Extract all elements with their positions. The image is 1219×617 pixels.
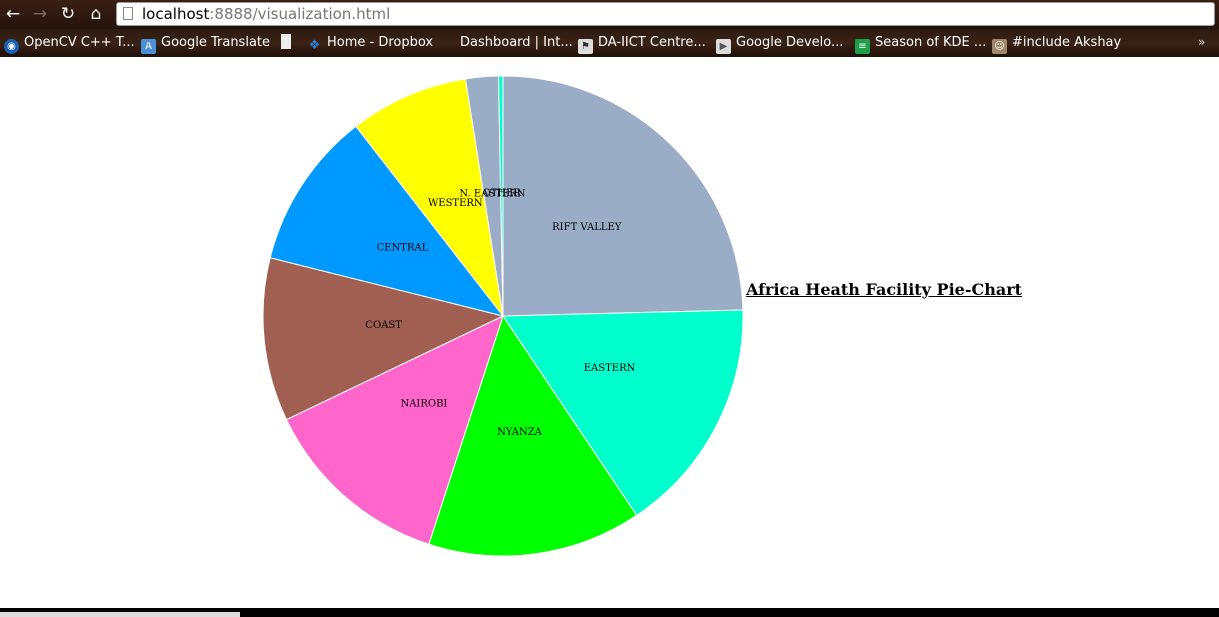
bookmark-season-of-kde[interactable]: ≡ Season of KDE ... xyxy=(855,33,987,54)
bookmark-label: OpenCV C++ T... xyxy=(24,35,135,50)
download-shelf-tab xyxy=(0,612,240,617)
browser-toolbar: ← → ↻ ⌂ localhost:8888/visualization.htm… xyxy=(0,0,1219,29)
url-text[interactable]: localhost:8888/visualization.html xyxy=(142,5,390,23)
opencv-icon: ◉ xyxy=(4,39,19,54)
bookmark-label: Google Translate xyxy=(161,35,271,50)
dropbox-icon: ❖ xyxy=(308,38,321,53)
page-icon xyxy=(123,7,133,20)
pie-label: WESTERN xyxy=(428,198,483,209)
pie-label: N. EASTERN xyxy=(459,188,525,199)
bookmark-google-developers[interactable]: ▶ Google Develo... xyxy=(716,33,844,54)
status-bar xyxy=(0,608,1219,617)
reload-icon[interactable]: ↻ xyxy=(60,4,76,24)
pie-slice-rift-valley xyxy=(502,75,744,317)
forward-arrow-icon[interactable]: → xyxy=(32,4,48,24)
url-host: localhost xyxy=(142,5,210,23)
pie-label: RIFT VALLEY xyxy=(552,222,622,233)
page-icon xyxy=(281,34,291,49)
bookmarks-more-button[interactable]: » xyxy=(1198,35,1206,49)
pie-slice-western xyxy=(355,78,504,317)
bookmark-include-akshay[interactable]: ☺ #include Akshay xyxy=(992,33,1122,54)
pie-label: CENTRAL xyxy=(377,242,429,253)
bookmark-label: Season of KDE ... xyxy=(875,35,987,50)
bookmark-label: Google Develo... xyxy=(736,35,844,50)
daiict-icon: ⚑ xyxy=(578,39,593,54)
dashboard-icon xyxy=(440,34,455,49)
bookmark-dropbox[interactable]: ❖ Home - Dropbox xyxy=(307,33,433,53)
pie-slice-nyanza xyxy=(428,314,638,557)
bookmark-dashboard[interactable]: Dashboard | Int... xyxy=(440,33,573,53)
bookmark-label: Home - Dropbox xyxy=(327,35,434,50)
pie-chart: RIFT VALLEY EASTERN NYANZA NAIROBI COAST CENT… xyxy=(262,75,744,557)
back-arrow-icon[interactable]: ← xyxy=(5,4,21,24)
pie-labels: RIFT VALLEY EASTERN NYANZA NAIROBI COAST CENT… xyxy=(365,188,635,438)
spreadsheet-icon: ≡ xyxy=(855,39,870,54)
translate-icon: A xyxy=(141,39,156,54)
pie-slice-coast xyxy=(262,257,505,421)
bookmark-blank-page[interactable] xyxy=(281,33,296,53)
bookmark-label: #include Akshay xyxy=(1012,35,1122,50)
home-icon[interactable]: ⌂ xyxy=(90,4,102,24)
pie-label: COAST xyxy=(365,320,402,331)
bookmark-opencv[interactable]: ◉ OpenCV C++ T... xyxy=(4,33,135,54)
pie-slice-other xyxy=(497,75,504,317)
google-dev-icon: ▶ xyxy=(716,39,731,54)
bookmark-label: Dashboard | Int... xyxy=(460,35,573,50)
url-path: :8888/visualization.html xyxy=(209,5,391,23)
address-bar[interactable]: localhost:8888/visualization.html xyxy=(116,2,1215,26)
pie-slice-central xyxy=(269,125,505,317)
bookmark-daiict[interactable]: ⚑ DA-IICT Centre... xyxy=(578,33,706,54)
bookmark-label: DA-IICT Centre... xyxy=(598,35,706,50)
pie-label: NAIROBI xyxy=(400,398,447,409)
bookmarks-bar: ◉ OpenCV C++ T... A Google Translate ❖ Home… xyxy=(0,29,1219,57)
pie-label: EASTERN xyxy=(584,363,636,374)
bookmark-google-translate[interactable]: A Google Translate xyxy=(141,33,271,54)
pie-slice-eastern xyxy=(502,309,744,517)
chart-title: Africa Heath Facility Pie-Chart xyxy=(746,280,1023,299)
pie-slices xyxy=(262,75,744,557)
pie-label: NYANZA xyxy=(497,427,542,438)
pie-label: OTHER xyxy=(483,188,522,199)
avatar-icon: ☺ xyxy=(992,39,1007,54)
pie-slice-nairobi xyxy=(285,315,504,545)
